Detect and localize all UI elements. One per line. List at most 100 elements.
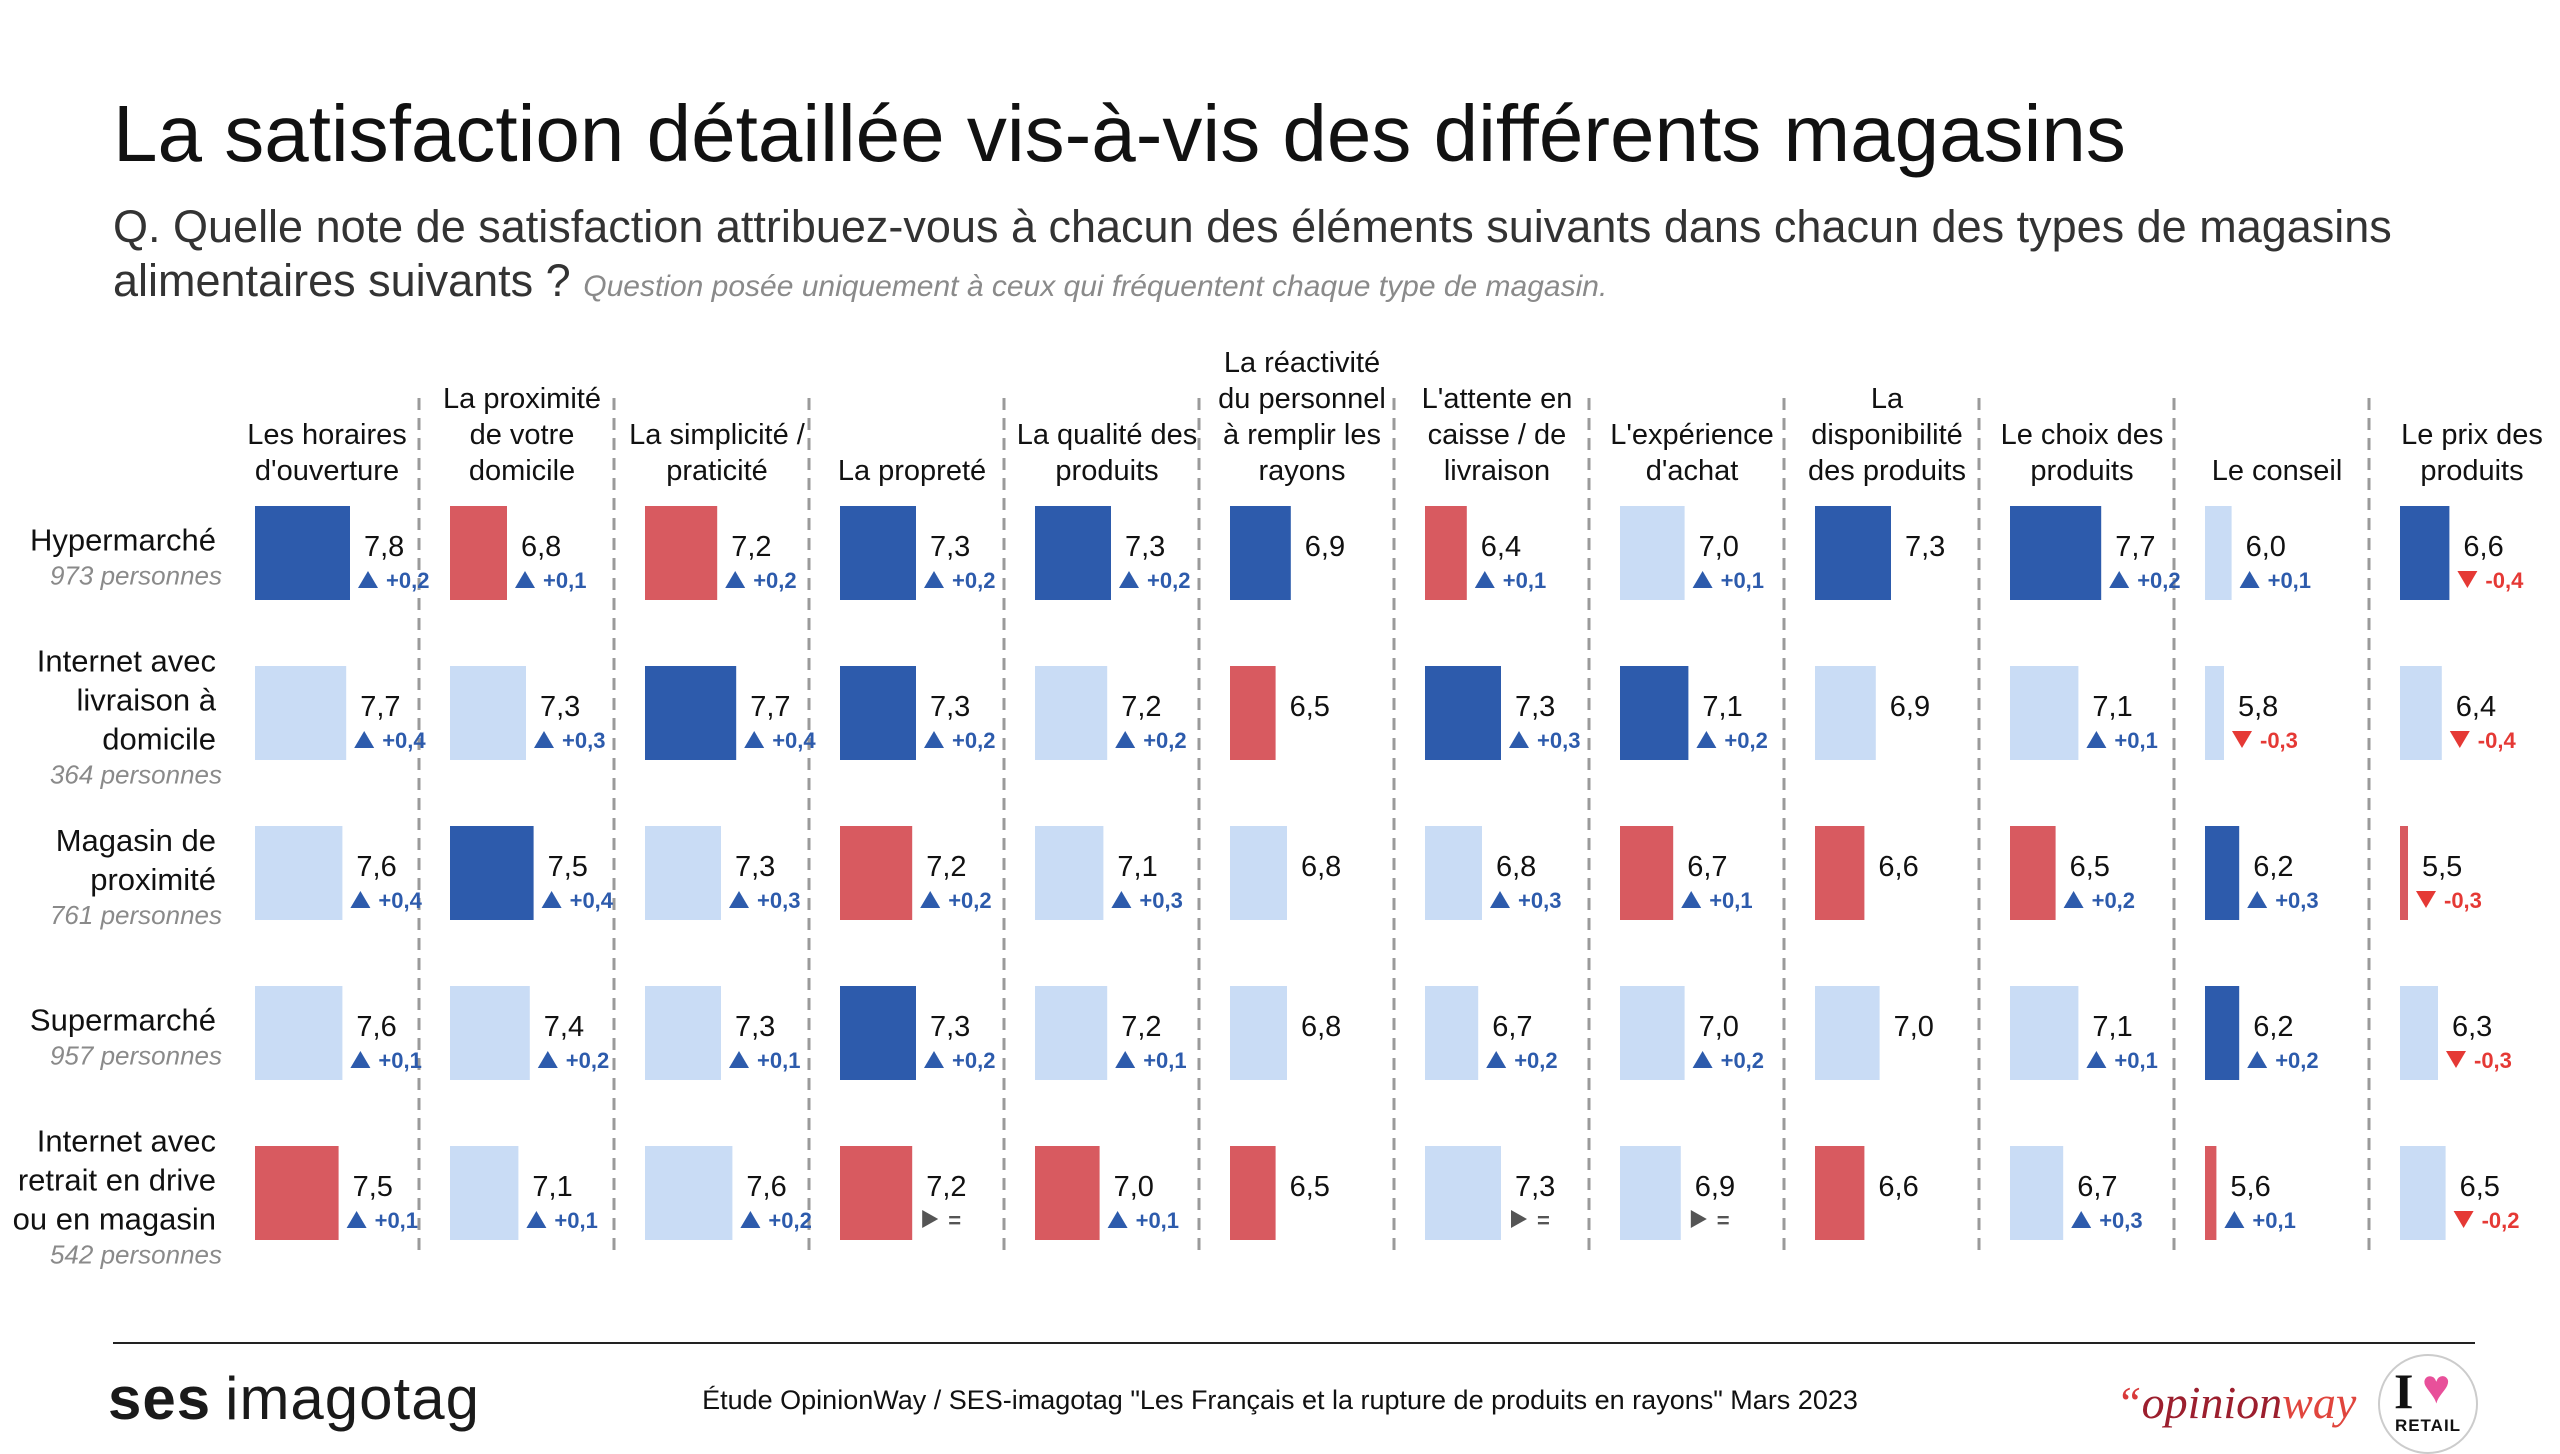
score-bar: [645, 826, 721, 920]
score-bar: [2400, 826, 2408, 920]
score-bar: [645, 986, 721, 1080]
trend-up-icon: [515, 571, 535, 588]
trend-up-icon: [526, 1211, 547, 1228]
score-bar: [1425, 506, 1467, 600]
score-label: 7,2: [1121, 1011, 1161, 1043]
trend-up-icon: [541, 891, 562, 908]
column-header: rayons: [1258, 455, 1345, 487]
score-bar: [2205, 986, 2240, 1080]
column-header: La: [1871, 383, 1904, 415]
column-header: L'expérience: [1610, 419, 1774, 451]
trend-up-icon: [2086, 1051, 2107, 1068]
score-label: 6,5: [1290, 691, 1330, 723]
score-label: 6,5: [2460, 1171, 2500, 1203]
row-base: 957 personnes: [50, 1041, 222, 1071]
score-label: 6,8: [1301, 851, 1341, 883]
evolution-label: =: [1717, 1208, 1730, 1233]
evolution-label: +0,1: [2114, 728, 2157, 753]
score-label: 7,1: [1117, 851, 1157, 883]
column-header: Le prix des: [2401, 419, 2543, 451]
column-header: d'ouverture: [255, 455, 399, 487]
trend-up-icon: [358, 571, 378, 588]
i-love-retail-logo: I ♥ RETAIL: [2378, 1354, 2478, 1454]
score-bar: [1230, 506, 1291, 600]
evolution-label: +0,1: [378, 1048, 421, 1073]
row-label: domicile: [102, 722, 216, 757]
trend-up-icon: [1474, 571, 1495, 588]
score-bar: [1425, 826, 1482, 920]
column-header: de votre: [470, 419, 575, 451]
row-base: 364 personnes: [50, 760, 222, 790]
evolution-label: +0,2: [1514, 1048, 1557, 1073]
score-bar: [1815, 506, 1891, 600]
score-bar: [2400, 986, 2438, 1080]
score-label: 7,2: [731, 531, 771, 563]
score-label: 6,2: [2253, 1011, 2293, 1043]
evolution-label: +0,2: [2275, 1048, 2318, 1073]
trend-up-icon: [2224, 1211, 2245, 1228]
evolution-label: -0,4: [2478, 728, 2517, 753]
score-label: 6,0: [2246, 531, 2286, 563]
evolution-label: +0,2: [952, 728, 995, 753]
trend-up-icon: [350, 891, 371, 908]
score-bar: [1425, 986, 1479, 1080]
column-header: produits: [2030, 455, 2133, 487]
score-bar: [840, 826, 913, 920]
score-bar: [1035, 826, 1104, 920]
score-label: 5,5: [2422, 851, 2462, 883]
score-bar: [1035, 986, 1108, 1080]
evolution-label: +0,3: [1537, 728, 1580, 753]
score-label: 7,3: [735, 1011, 775, 1043]
evolution-label: +0,1: [1136, 1208, 1179, 1233]
trend-down-icon: [2416, 891, 2436, 908]
score-label: 7,0: [1699, 531, 1739, 563]
column-header: L'attente en: [1422, 383, 1573, 415]
trend-equal-icon: [1511, 1210, 1527, 1228]
score-label: 7,1: [1702, 691, 1742, 723]
evolution-label: +0,2: [948, 888, 991, 913]
trend-up-icon: [1107, 1211, 1128, 1228]
score-bar: [2010, 666, 2079, 760]
trend-up-icon: [346, 1211, 367, 1228]
evolution-label: +0,1: [554, 1208, 597, 1233]
score-bar: [1230, 666, 1276, 760]
trend-up-icon: [729, 891, 749, 908]
score-label: 6,9: [1695, 1171, 1735, 1203]
trend-up-icon: [1115, 731, 1136, 748]
score-bar: [450, 506, 507, 600]
trend-up-icon: [350, 1051, 371, 1068]
score-bar: [450, 666, 526, 760]
trend-equal-icon: [922, 1210, 939, 1228]
trend-up-icon: [1692, 1051, 1713, 1068]
score-bar: [645, 666, 737, 760]
score-bar: [2400, 666, 2442, 760]
column-header: La qualité des: [1017, 419, 1198, 451]
evolution-label: =: [948, 1208, 961, 1233]
score-bar: [1620, 986, 1685, 1080]
column-header: du personnel: [1218, 383, 1386, 415]
question-main: Q. Quelle note de satisfaction attribuez…: [113, 201, 2392, 306]
trend-up-icon: [924, 571, 944, 588]
row-label: proximité: [90, 862, 216, 897]
score-label: 6,7: [1492, 1011, 1532, 1043]
score-bar: [2400, 1146, 2446, 1240]
column-header: d'achat: [1646, 455, 1739, 487]
ses-logo-bold: ses: [108, 1365, 212, 1432]
score-bar: [2205, 826, 2240, 920]
score-label: 7,8: [364, 531, 404, 563]
score-label: 7,3: [1125, 531, 1165, 563]
evolution-label: +0,2: [1147, 568, 1190, 593]
score-label: 7,2: [926, 851, 966, 883]
trend-up-icon: [2239, 571, 2260, 588]
ses-imagotag-logo: ses imagotag: [108, 1364, 480, 1433]
score-label: 7,2: [1121, 691, 1161, 723]
opinionway-quote: “: [2116, 1377, 2142, 1428]
evolution-label: +0,3: [2275, 888, 2318, 913]
score-bar: [1815, 826, 1865, 920]
trend-up-icon: [920, 891, 941, 908]
column-header: produits: [2420, 455, 2523, 487]
score-bar: [2205, 666, 2224, 760]
score-label: 7,3: [930, 691, 970, 723]
evolution-label: +0,3: [1518, 888, 1561, 913]
footer-divider: [113, 1342, 2475, 1344]
